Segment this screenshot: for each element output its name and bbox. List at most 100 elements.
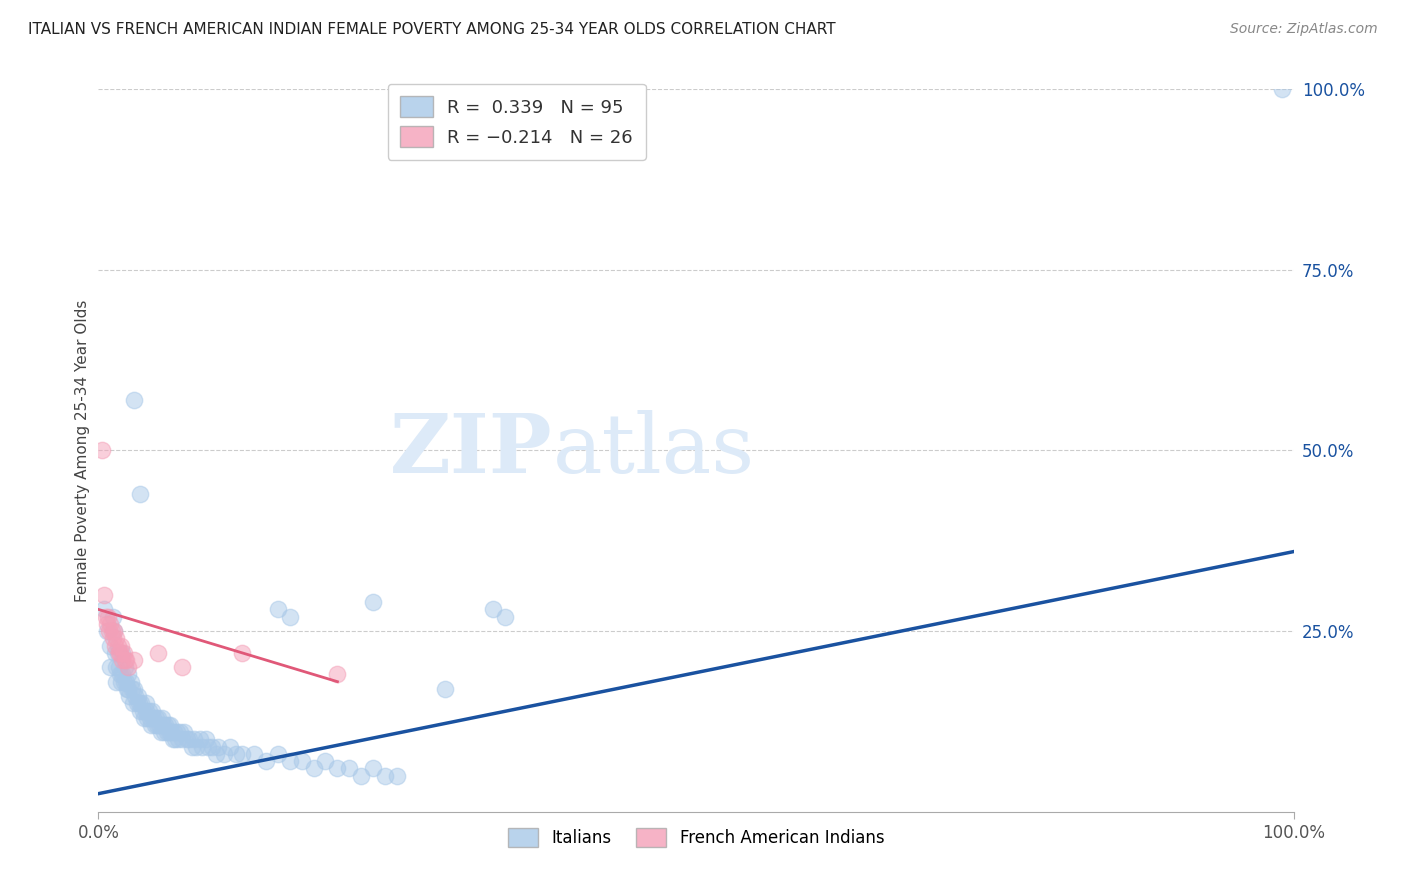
Point [363,595,385,609]
Point [163,732,186,747]
Point [105,674,128,689]
Point [159,718,181,732]
Point [267,602,290,616]
Point [139,711,162,725]
Point [97,609,120,624]
Point [131,704,153,718]
Point [278,609,301,624]
Point [197,739,219,754]
Point [108,646,131,660]
Point [186,739,208,754]
Point [315,754,337,768]
Point [350,769,373,783]
Point [162,732,184,747]
Point [231,747,253,761]
Point [110,674,132,689]
Point [191,739,214,754]
Point [254,754,277,768]
Point [339,761,361,775]
Point [124,689,146,703]
Point [326,667,349,681]
Point [108,667,131,681]
Legend: Italians, French American Indians: Italians, French American Indians [501,822,891,854]
Point [107,639,129,653]
Point [103,624,125,639]
Point [136,711,159,725]
Point [121,681,143,696]
Point [148,718,170,732]
Point [98,624,121,639]
Point [112,646,135,660]
Point [172,732,194,747]
Y-axis label: Female Poverty Among 25-34 Year Olds: Female Poverty Among 25-34 Year Olds [75,300,90,601]
Point [114,653,136,667]
Point [135,696,157,710]
Point [101,609,124,624]
Point [100,624,122,639]
Point [115,674,138,689]
Point [157,725,180,739]
Point [138,704,160,718]
Point [135,704,157,718]
Point [166,725,188,739]
Point [201,739,224,754]
Point [111,653,134,667]
Point [302,761,325,775]
Text: ZIP: ZIP [389,410,553,491]
Point [172,660,194,674]
Point [98,639,122,653]
Point [93,602,115,616]
Point [125,696,148,710]
Point [243,747,266,761]
Point [481,602,505,616]
Point [98,616,122,631]
Point [146,718,169,732]
Point [180,739,202,754]
Point [129,704,152,718]
Text: atlas: atlas [553,410,755,491]
Point [145,711,167,725]
Point [107,660,129,674]
Point [152,718,174,732]
Point [176,732,198,747]
Point [129,487,152,501]
Point [124,392,146,407]
Point [94,609,117,624]
Point [363,761,385,775]
Point [98,660,122,674]
Point [112,674,135,689]
Point [115,681,138,696]
Point [231,646,253,660]
Point [150,711,173,725]
Point [104,646,127,660]
Point [91,443,114,458]
Point [93,588,115,602]
Point [385,769,409,783]
Point [107,646,129,660]
Point [127,689,149,703]
Point [153,725,176,739]
Point [141,704,163,718]
Point [104,639,127,653]
Point [167,732,190,747]
Point [173,725,195,739]
Point [195,732,218,747]
Point [212,747,235,761]
Point [110,639,132,653]
Point [105,660,128,674]
Point [374,769,396,783]
Text: Source: ZipAtlas.com: Source: ZipAtlas.com [1230,22,1378,37]
Point [160,725,183,739]
Point [494,609,516,624]
Point [131,696,153,710]
Point [207,739,229,754]
Point [219,739,242,754]
Point [1271,82,1294,96]
Point [118,689,141,703]
Point [117,667,139,681]
Point [143,718,166,732]
Point [188,732,211,747]
Point [434,681,457,696]
Point [114,660,136,674]
Point [291,754,314,768]
